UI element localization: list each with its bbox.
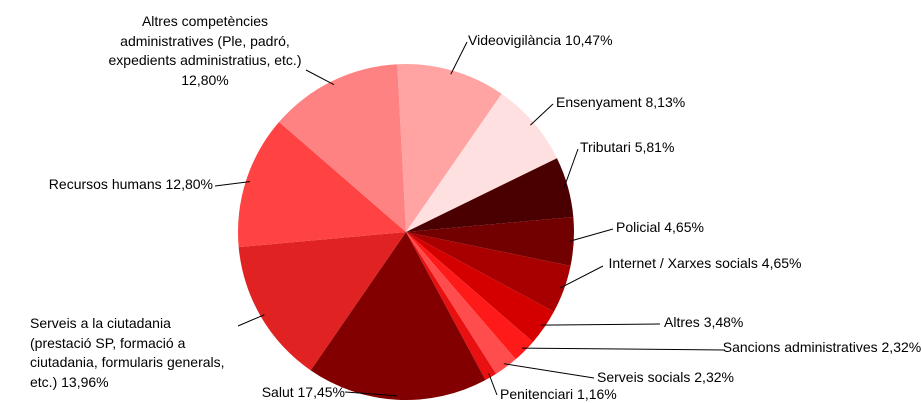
slice-label: Serveis a la ciutadania (prestació SP, f… (30, 314, 235, 392)
slice-label: Sancions administratives 2,32% (722, 338, 922, 358)
pie-slice (406, 158, 574, 232)
value-label: 5,81% (634, 139, 675, 155)
pie-slice (406, 232, 534, 360)
category-name: Policial (616, 219, 661, 235)
slice-label: Internet / Xarxes socials 4,65% (605, 254, 805, 274)
category-name: Tributari (580, 139, 631, 155)
category-name: Serveis a la ciutadania (prestació SP, f… (30, 315, 225, 390)
pie-slice (406, 232, 516, 374)
leader-line (559, 265, 604, 289)
category-name: Sancions administratives (722, 339, 878, 355)
pie-slice (406, 232, 571, 312)
category-name: Penitenciari (500, 386, 574, 402)
pie-slice (397, 64, 502, 233)
slice-label: Salut 17,45% (140, 383, 345, 403)
leader-line (503, 363, 595, 379)
value-label: 17,45% (297, 384, 345, 400)
category-name: Internet / Xarxes socials (608, 255, 758, 271)
slice-label: Tributari 5,81% (580, 138, 780, 158)
value-label: 2,32% (694, 369, 734, 385)
category-name: Ensenyament (556, 94, 642, 110)
slice-label: Ensenyament 8,13% (556, 93, 756, 113)
pie-slice (238, 121, 406, 248)
leader-line (530, 103, 554, 126)
leader-line (305, 69, 335, 86)
pie-slice (406, 232, 554, 342)
slice-label: Videovigilància 10,47% (468, 31, 688, 51)
category-name: Altres competències administratives (Ple… (108, 13, 302, 68)
category-name: Recursos humans (48, 176, 162, 192)
category-name: Altres (664, 314, 700, 330)
leader-line (214, 181, 250, 187)
leader-line (521, 347, 726, 351)
leader-line (237, 314, 265, 327)
leader-line (344, 391, 397, 397)
value-label: 8,13% (645, 94, 686, 110)
value-label: 13,96% (61, 373, 109, 390)
slice-label: Recursos humans 12,80% (0, 175, 213, 195)
slice-label: Serveis socials 2,32% (597, 368, 797, 388)
pie-slice (406, 216, 574, 266)
value-label: 1,16% (577, 386, 617, 402)
slice-label: Altres 3,48% (664, 313, 864, 333)
value-label: 4,65% (761, 255, 802, 271)
pie-slice (406, 93, 557, 232)
value-label: 12,80% (181, 71, 229, 88)
value-label: 2,32% (881, 339, 922, 355)
category-name: Salut (261, 384, 294, 400)
category-name: Videovigilància (468, 32, 562, 48)
slice-label: Policial 4,65% (616, 218, 816, 238)
value-label: 10,47% (565, 32, 613, 48)
pie-slice (279, 64, 406, 232)
slice-label: Penitenciari 1,16% (500, 385, 700, 403)
leader-line (569, 228, 614, 242)
leader-line (563, 148, 579, 189)
value-label: 12,80% (165, 176, 213, 192)
leader-line (450, 41, 468, 75)
slice-label: Altres competències administratives (Ple… (100, 12, 310, 90)
category-name: Serveis socials (597, 369, 691, 385)
value-label: 3,48% (703, 314, 744, 330)
pie-slice (406, 232, 497, 381)
pie-slice (238, 232, 406, 371)
leader-line (488, 373, 498, 396)
value-label: 4,65% (664, 219, 704, 235)
pie-slice (310, 232, 486, 401)
leader-line (540, 323, 661, 326)
